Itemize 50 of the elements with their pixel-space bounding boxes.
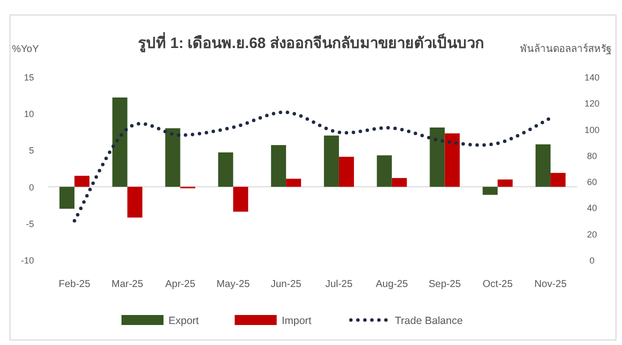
bar [271, 145, 286, 187]
bar [392, 178, 407, 187]
y-tick-label: 10 [24, 109, 34, 120]
line-series [72, 110, 552, 223]
x-tick-label: May-25 [216, 279, 250, 290]
bar [376, 155, 392, 187]
bar [536, 144, 551, 187]
y-tick-label: 5 [28, 146, 34, 156]
bar [430, 128, 445, 187]
bar [165, 128, 180, 187]
y2-tick-label: 80 [586, 150, 598, 161]
y-axis-title: %YoY [12, 44, 40, 55]
x-tick-label: Feb-25 [58, 279, 91, 290]
y2-tick-label: 60 [586, 177, 598, 188]
x-tick-label: Jun-25 [270, 279, 302, 290]
bar [482, 186, 498, 195]
y2-tick-label: 100 [584, 124, 600, 135]
y-tick-label: 15 [24, 72, 34, 82]
x-tick-label: Apr-25 [165, 279, 196, 290]
y2-tick-label: 20 [586, 229, 598, 240]
legend-label: Export [168, 315, 199, 327]
x-tick-label: Oct-25 [482, 279, 514, 290]
x-tick-label: Aug-25 [376, 279, 408, 290]
x-tick-label: Nov-25 [534, 279, 568, 290]
y2-axis-title: พันล้านดอลลาร์สหรัฐ [520, 43, 612, 55]
x-tick-label: Sep-25 [428, 279, 462, 290]
x-tick-label: Mar-25 [112, 279, 144, 290]
bar [112, 97, 128, 187]
bar [218, 152, 234, 187]
legend-label: Trade Balance [394, 315, 463, 327]
y-tick-label: -5 [26, 218, 34, 229]
bar [233, 186, 248, 212]
bar [550, 172, 566, 187]
bar [74, 176, 90, 187]
y-tick-label: -10 [20, 256, 34, 266]
bar [444, 133, 460, 187]
bar [498, 179, 513, 187]
bar [338, 156, 354, 187]
chart-title: รูปที่ 1: เดือนพ.ย.68 ส่งออกจีนกลับมาขยายตัวเป็นบวก [138, 32, 484, 53]
x-tick-label: Jul-25 [325, 279, 353, 290]
bar [286, 178, 302, 187]
bar [59, 186, 74, 209]
legend-label: Import [282, 315, 312, 327]
y2-tick-label: 0 [589, 256, 595, 266]
y2-tick-label: 140 [584, 72, 600, 82]
y2-tick-label: 40 [586, 203, 598, 214]
y2-tick-label: 120 [584, 98, 600, 109]
bar [127, 186, 142, 218]
y-tick-label: 0 [28, 182, 34, 192]
bar [324, 136, 339, 187]
